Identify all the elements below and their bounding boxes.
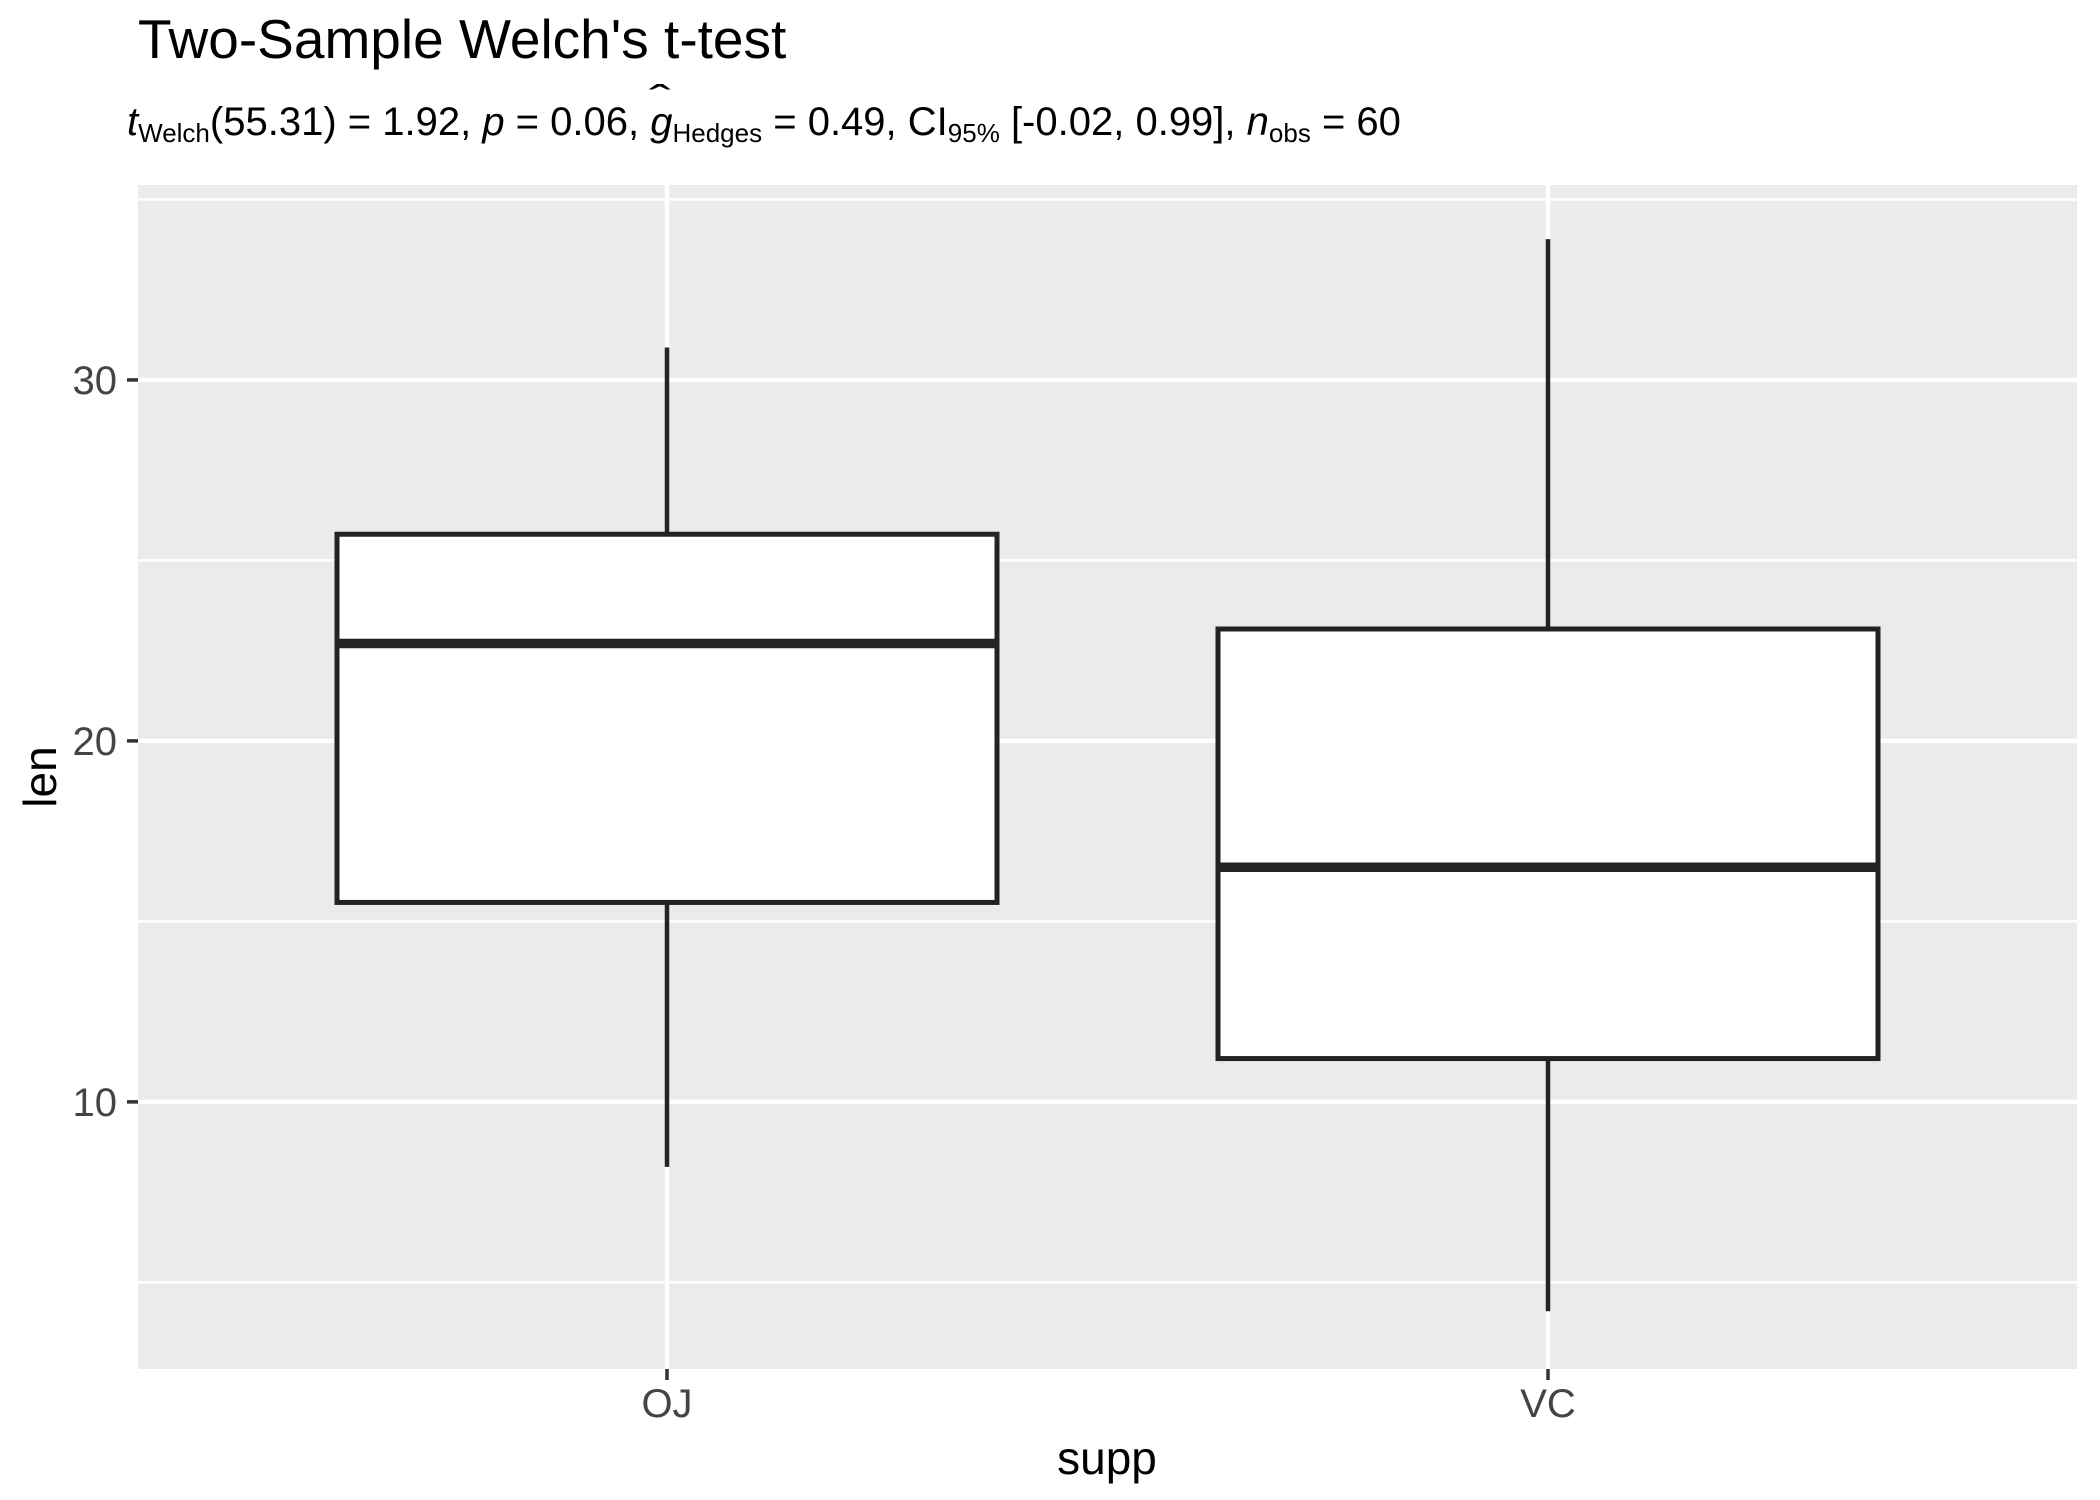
boxplot-vc-box (1215, 626, 1881, 1062)
plot-title: Two-Sample Welch's t-test (138, 8, 787, 70)
subtitle-segment: 95% (947, 118, 1000, 149)
y-axis-title: len (14, 746, 66, 808)
y-tick-label-30: 30 (73, 359, 118, 403)
x-tick-label-VC: VC (1520, 1382, 1576, 1426)
subtitle-segment: [-0.02, 0.99], (999, 100, 1247, 144)
x-axis-title: supp (1057, 1432, 1157, 1484)
subtitle-segment: Hedges (672, 118, 763, 149)
x-tick-label-OJ: OJ (641, 1382, 692, 1426)
subtitle-segment: = 60 (1310, 100, 1401, 144)
y-tick-label-10: 10 (73, 1081, 118, 1125)
subtitle-segment: = 0.06, (504, 100, 651, 144)
subtitle-segment: (55.31) = 1.92, (209, 100, 483, 144)
boxplot-oj-box (334, 531, 1000, 905)
subtitle-segment: n (1246, 100, 1269, 144)
subtitle-segment: obs (1268, 118, 1311, 149)
subtitle-segment: Welch (138, 118, 210, 149)
subtitle-segment: p (482, 100, 505, 144)
subtitle-segment: t (127, 100, 139, 144)
y-tick-label-20: 20 (73, 720, 118, 764)
subtitle-segment: = 0.49, CI (762, 100, 948, 144)
plot-subtitle: tWelch(55.31) = 1.92, p = 0.06, ˆ gHedges… (127, 79, 1401, 147)
